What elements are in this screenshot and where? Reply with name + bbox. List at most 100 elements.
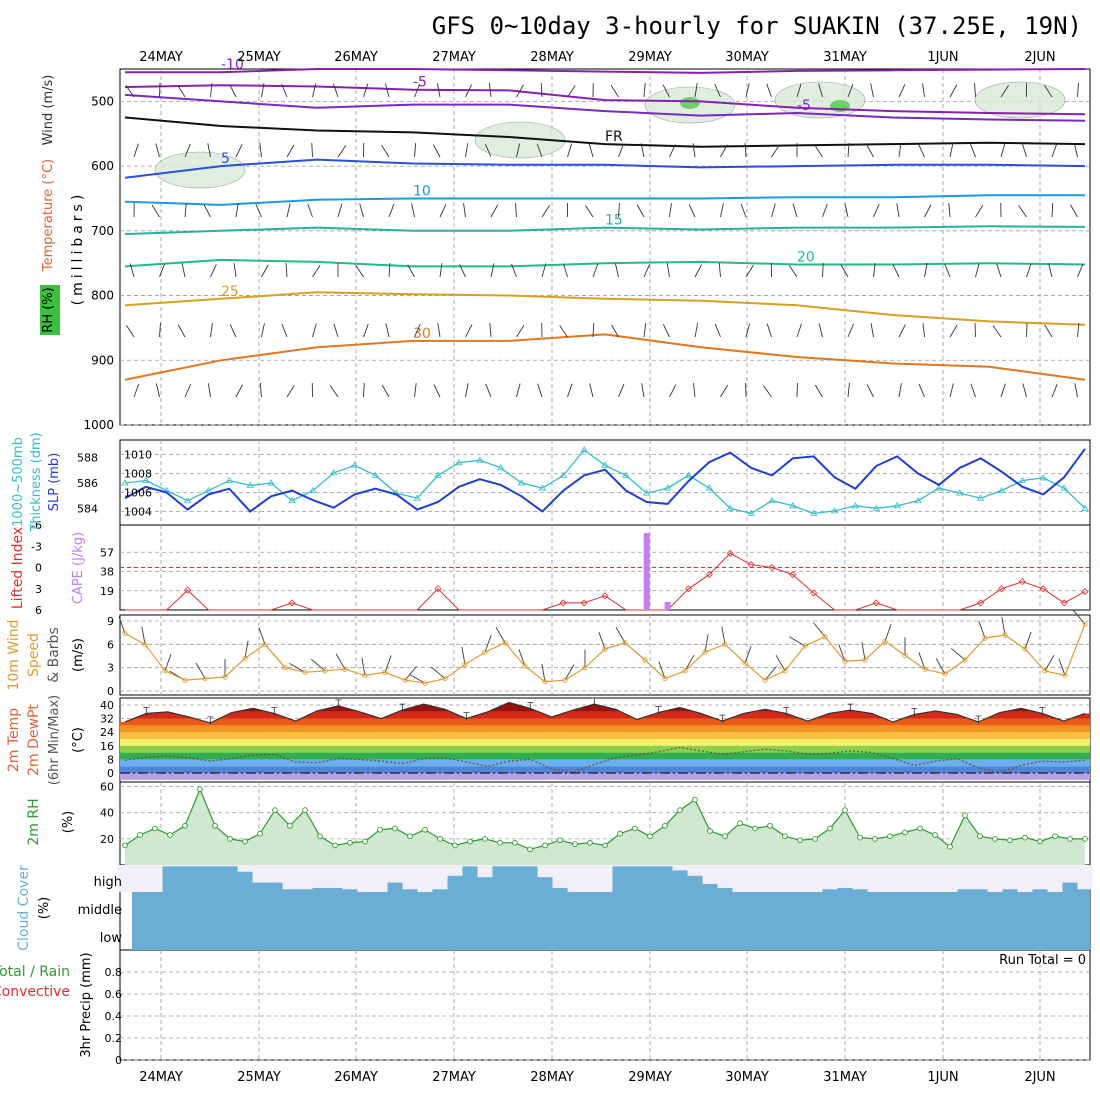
upper-barb [1000, 383, 1006, 398]
upper-barb [643, 264, 651, 278]
cloud-high-gap [657, 865, 673, 867]
wind-barb [775, 654, 786, 672]
wind-speed-point [622, 640, 628, 646]
upper-barb [439, 204, 447, 218]
rh-point [872, 836, 878, 842]
thickness-point [121, 479, 129, 486]
wind-barb [164, 653, 172, 671]
rh-point [842, 807, 848, 813]
rh-point [662, 822, 668, 829]
upper-barb [714, 84, 721, 98]
date-label-top-0: 24MAY [139, 50, 183, 65]
upper-barb [618, 143, 624, 158]
cloud-high-gap [792, 865, 808, 892]
wind-tick-9: 9 [107, 615, 114, 628]
thickness-point [976, 494, 985, 501]
upper-barb [439, 263, 443, 278]
upper-barb [818, 83, 823, 98]
temp-band-8 [120, 718, 1090, 726]
upper-barb [312, 83, 317, 98]
wind-speed-point [662, 675, 668, 682]
thickness-point [329, 469, 338, 476]
upper-barb [974, 83, 976, 98]
rh-point [227, 836, 233, 842]
thickness-point [956, 489, 964, 496]
temp-band-7 [120, 725, 1090, 733]
upper-barb [536, 143, 543, 158]
cloud-high-gap [537, 865, 553, 878]
upper-barb [592, 322, 595, 338]
wind-barb [598, 631, 606, 650]
thickness-point [246, 481, 254, 488]
thickness-point [309, 486, 317, 493]
cloud-high-gap [147, 865, 163, 892]
cloud-high-gap [612, 865, 628, 867]
upper-barb [384, 83, 390, 98]
wind-speed-point [382, 669, 388, 675]
lifted-index-point [684, 585, 693, 593]
cloud-high-gap [552, 865, 568, 888]
temp-minmax-tick [591, 697, 598, 707]
temperature-contour-4 [124, 158, 1086, 179]
thickness-point [476, 456, 484, 463]
cloud-high-gap [387, 865, 403, 883]
thickness-point [183, 496, 192, 504]
upper-barb [745, 323, 751, 338]
wind-unit-label: (m/s) [71, 638, 86, 672]
rh-point [167, 832, 173, 838]
temp-label-c: (6hr Min/Max) [47, 695, 62, 785]
run-total-label: Run Total = 0 [999, 953, 1086, 968]
upper-barb [207, 143, 211, 158]
contour-label-8: 25 [221, 284, 239, 300]
upper-barb [662, 324, 670, 338]
upper-barb [614, 263, 619, 278]
wind-speed-point [1022, 646, 1028, 652]
rh-point [857, 834, 863, 841]
rh-point [212, 822, 218, 829]
temp-tick-8: 8 [107, 753, 114, 766]
thickness-point [747, 509, 755, 516]
rh-area-3 [974, 81, 1066, 119]
wind-barb [884, 624, 892, 642]
cape-tick-19: 19 [100, 585, 114, 598]
upper-barb [618, 203, 620, 218]
date-label-bottom-1: 25MAY [237, 1070, 281, 1085]
cloud-high-gap [687, 865, 703, 876]
rh-point [287, 822, 293, 829]
panel-frame-upper [119, 68, 1091, 426]
wind-speed-point [142, 641, 148, 647]
upper-barb [948, 203, 951, 218]
upper-barb [1022, 383, 1027, 398]
precip-tick-0.2: 0.2 [105, 1032, 123, 1045]
thickness-point [872, 504, 881, 511]
upper-barb [610, 84, 619, 98]
wind-speed-point [282, 665, 288, 671]
level-tick-500: 500 [91, 94, 114, 108]
cloud-high-gap [252, 865, 268, 883]
cloud-high-gap [1002, 865, 1018, 890]
temp-minmax-tick [975, 715, 982, 724]
wind-speed-point [442, 675, 448, 682]
cloud-high-gap [597, 865, 613, 892]
temp-band-6 [120, 732, 1090, 739]
upper-barb [814, 384, 823, 398]
wind-speed-point [542, 679, 548, 685]
upper-barb [922, 83, 925, 98]
thickness-point [726, 504, 734, 511]
rh-fill [125, 789, 1085, 865]
upper-barb [261, 83, 265, 98]
upper-barb [433, 144, 441, 158]
cape-tick-38: 38 [100, 566, 114, 579]
upper-barb [489, 323, 492, 338]
upper-barb [203, 204, 211, 218]
upper-barb [792, 203, 798, 218]
upper-barb [1018, 205, 1027, 218]
upper-barb [567, 85, 576, 98]
rh-point [722, 833, 728, 840]
upper-barb [1044, 324, 1053, 338]
wind-barb [518, 649, 526, 667]
temp-minmax-tick [655, 706, 662, 715]
temp-tick-24: 24 [100, 726, 114, 739]
thickness-point [622, 471, 630, 478]
upper-barb [866, 384, 874, 398]
